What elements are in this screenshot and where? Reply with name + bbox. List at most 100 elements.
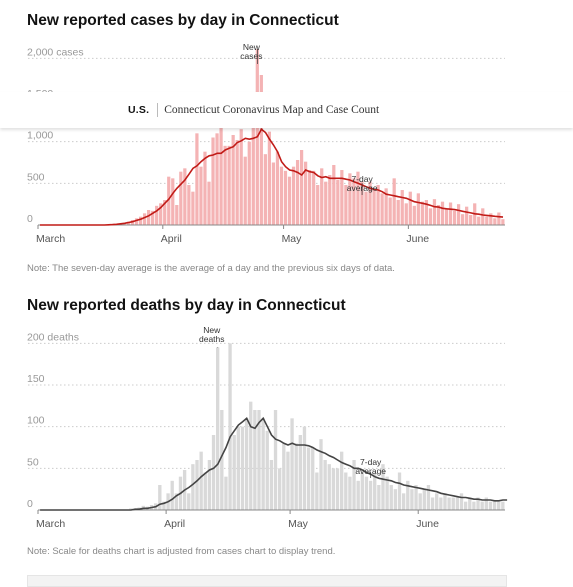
bar — [236, 140, 239, 225]
bar — [328, 464, 331, 510]
bar — [419, 493, 422, 510]
bar — [373, 473, 376, 511]
bar — [357, 481, 360, 510]
bar — [282, 443, 285, 510]
bar — [414, 485, 417, 510]
bar — [389, 198, 392, 226]
x-tick-label: April — [161, 233, 182, 245]
bar — [423, 489, 426, 510]
y-tick-label: 1,000 — [27, 130, 53, 142]
bar — [377, 485, 380, 510]
x-tick-label: March — [36, 518, 65, 530]
bar — [274, 410, 277, 510]
bar — [501, 502, 504, 510]
y-tick-label: 50 — [27, 456, 39, 468]
bar — [372, 189, 375, 225]
bar — [489, 502, 492, 510]
y-tick-label: 150 — [27, 373, 45, 385]
bar — [429, 208, 432, 225]
nav-divider — [157, 103, 158, 117]
bar — [199, 167, 202, 225]
bar — [187, 185, 190, 225]
bar — [413, 206, 416, 225]
bar — [328, 175, 331, 225]
line-annotation-label: average — [347, 183, 378, 193]
bar — [195, 133, 198, 225]
bar — [143, 213, 146, 225]
x-tick-label: March — [36, 233, 65, 245]
bar — [452, 498, 455, 511]
bar — [307, 448, 310, 511]
us-link[interactable]: U.S. — [128, 104, 149, 116]
bar — [203, 152, 206, 225]
bar — [405, 203, 408, 225]
bar — [241, 427, 244, 510]
bar — [336, 180, 339, 225]
map-link[interactable]: Connecticut Coronavirus Map and Case Cou… — [164, 104, 379, 116]
bar — [472, 502, 475, 510]
bar — [299, 435, 302, 510]
bar — [171, 481, 174, 510]
y-tick-label: 0 — [27, 498, 33, 510]
bar — [155, 206, 158, 225]
bar — [431, 498, 434, 511]
bar — [223, 146, 226, 225]
bar — [244, 157, 247, 225]
bar — [312, 171, 315, 225]
bar — [276, 152, 279, 225]
bar — [447, 498, 450, 511]
bar — [224, 477, 227, 510]
bar — [253, 410, 256, 510]
bar — [284, 171, 287, 225]
bar — [439, 498, 442, 511]
bar-annotation-label: deaths — [199, 334, 225, 344]
x-tick-label: May — [288, 518, 309, 530]
bar — [204, 473, 207, 511]
bar — [319, 439, 322, 510]
bar — [191, 464, 194, 510]
bar — [445, 208, 448, 225]
bar — [147, 210, 150, 225]
bar — [286, 452, 289, 510]
sticky-nav-bar: U.S. Connecticut Coronavirus Map and Cas… — [0, 92, 573, 128]
bar — [270, 460, 273, 510]
bar — [397, 200, 400, 225]
bar — [394, 489, 397, 510]
bar — [398, 473, 401, 511]
bar — [393, 178, 396, 225]
bar-annotation-label: cases — [240, 51, 262, 61]
x-tick-label: June — [406, 233, 429, 245]
bar — [296, 160, 299, 225]
bar — [183, 168, 186, 225]
bar — [295, 443, 298, 510]
bar — [300, 150, 303, 225]
bar — [390, 485, 393, 510]
bar — [348, 477, 351, 510]
bar — [380, 193, 383, 225]
bar — [460, 493, 463, 510]
x-tick-label: May — [282, 233, 303, 245]
cases-chart-title: New reported cases by day in Connecticut — [27, 12, 339, 30]
bar — [465, 207, 468, 225]
bar — [468, 498, 471, 511]
bar — [288, 177, 291, 225]
bar — [464, 502, 467, 510]
bar — [158, 485, 161, 510]
bar — [409, 192, 412, 225]
bar — [315, 473, 318, 511]
bar — [410, 489, 413, 510]
y-tick-label: 2,000 cases — [27, 46, 84, 58]
y-tick-label: 500 — [27, 171, 45, 183]
y-tick-label: 200 deaths — [27, 331, 79, 343]
bar — [332, 468, 335, 510]
bar — [316, 185, 319, 225]
bar — [171, 178, 174, 225]
bar — [340, 452, 343, 510]
bar — [453, 211, 456, 225]
bar — [207, 182, 210, 225]
bar — [308, 170, 311, 225]
bar — [481, 208, 484, 225]
bar — [323, 460, 326, 510]
bar — [332, 165, 335, 225]
